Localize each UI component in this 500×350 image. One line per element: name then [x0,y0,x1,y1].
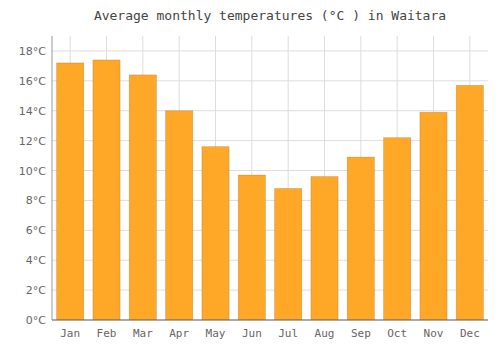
x-tick-label: May [206,327,226,340]
bar [311,177,338,320]
bar [347,157,374,320]
y-axis-line [52,36,53,320]
bar [275,188,302,320]
bar [129,75,156,320]
chart-container: 0°C 2°C 4°C 6°C 8°C 10°C 12°C 14°C 16°C 18°C Jan Fe… [0,0,500,350]
x-axis-line [52,320,488,321]
y-tick-label: 18°C [19,45,46,58]
bar [166,111,193,320]
bar [420,112,447,320]
y-tick-label: 10°C [19,165,46,178]
bar [202,147,229,320]
grid [52,36,488,320]
x-tick-label: Nov [424,327,444,340]
y-tick-label: 4°C [26,254,46,267]
x-tick-label: Oct [387,327,407,340]
title: Average monthly temperatures (°C ) in Wa… [94,8,446,23]
bar [93,60,120,320]
y-tick-label: 6°C [26,224,46,237]
y-grid-line [52,50,488,51]
x-tick-label: Feb [97,327,117,340]
y-tick-label: 16°C [19,75,46,88]
y-tick-label: 14°C [19,105,46,118]
bar [57,63,84,320]
y-tick-label: 12°C [19,135,46,148]
x-tick-label: Apr [169,327,189,340]
y-tick-label: 8°C [26,194,46,207]
x-tick-label: Jul [278,327,298,340]
x-tick-label: Dec [460,327,480,340]
x-tick-label: Mar [133,327,153,340]
bar [456,85,483,320]
y-grid-line [52,320,488,321]
bars [57,60,484,320]
chart: 0°C 2°C 4°C 6°C 8°C 10°C 12°C 14°C 16°C 18°C Jan Fe… [0,0,500,350]
y-tick-label: 0°C [26,314,46,327]
bar [384,138,411,320]
x-tick-label: Aug [315,327,335,340]
x-tick-label: Jan [60,327,80,340]
x-tick-label: Sep [351,327,371,340]
bar [238,175,265,320]
x-tick-label: Jun [242,327,262,340]
y-tick-label: 2°C [26,284,46,297]
